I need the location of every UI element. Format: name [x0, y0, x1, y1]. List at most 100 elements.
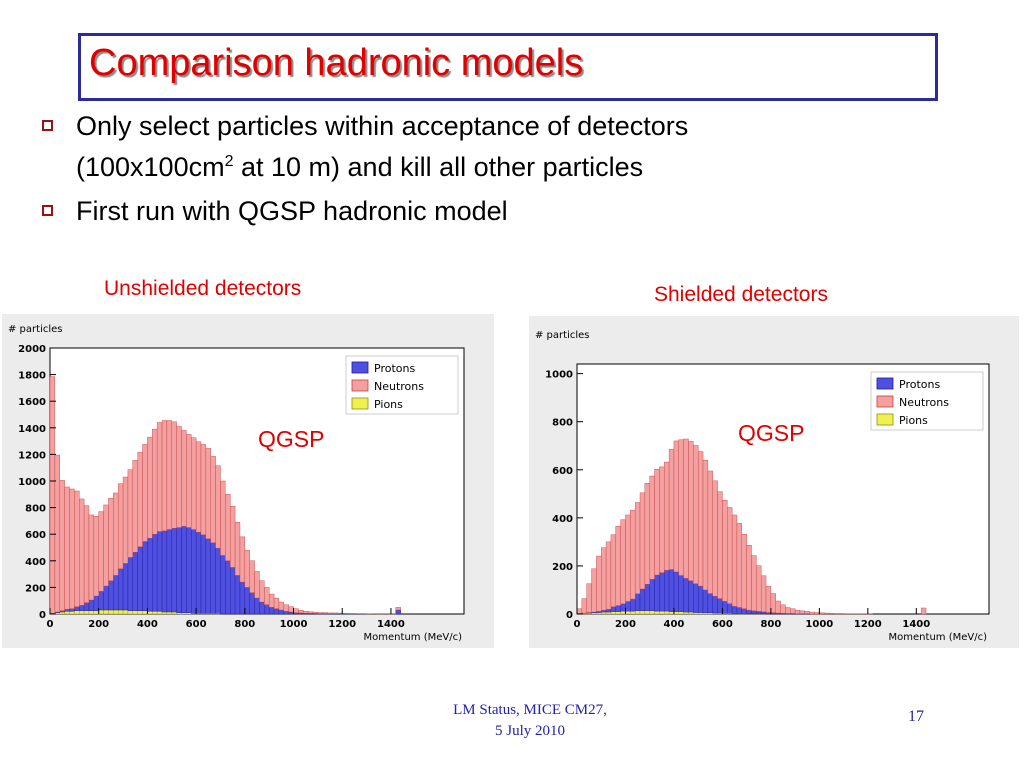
bar-pions: [678, 611, 684, 615]
bar-neutrons: [113, 492, 119, 576]
page-number: 17: [908, 708, 924, 725]
bar-protons: [156, 531, 163, 612]
x-tick-label: 1200: [854, 619, 882, 630]
bar-neutrons: [591, 568, 597, 613]
bar-protons: [693, 583, 699, 613]
bar-neutrons: [586, 583, 592, 613]
bar-protons: [765, 612, 772, 615]
bar-pions: [693, 612, 699, 615]
bar-protons: [697, 585, 704, 613]
x-tick-label: 0: [47, 619, 54, 630]
bar-neutrons: [654, 469, 660, 576]
bar-protons: [103, 585, 109, 611]
bar-pions: [639, 610, 646, 615]
bar-neutrons: [98, 511, 104, 592]
bar-neutrons: [142, 444, 148, 542]
bullet-box-icon: [42, 205, 53, 216]
bar-neutrons: [79, 498, 85, 606]
bar-protons: [195, 532, 202, 614]
bar-neutrons: [678, 439, 684, 576]
bar-neutrons: [249, 560, 255, 593]
bar-protons: [234, 575, 241, 615]
bar-neutrons: [278, 601, 284, 611]
bar-neutrons: [673, 440, 679, 573]
bar-pions: [615, 611, 621, 615]
bar-pions: [74, 610, 80, 615]
bar-neutrons: [225, 494, 231, 562]
y-tick-label: 0: [39, 610, 46, 621]
bar-protons: [268, 607, 275, 615]
x-tick-label: 800: [760, 619, 781, 630]
bar-neutrons: [780, 604, 786, 614]
bar-pions: [625, 610, 631, 615]
bar-pions: [596, 612, 602, 615]
y-tick-label: 400: [552, 514, 573, 525]
bar-pions: [171, 611, 177, 615]
bar-protons: [142, 541, 148, 611]
bar-neutrons: [49, 376, 56, 614]
bar-pions: [605, 611, 612, 615]
bar-pions: [98, 609, 104, 615]
bar-protons: [678, 575, 684, 612]
x-tick-label: 600: [186, 619, 207, 630]
bar-pions: [166, 611, 172, 615]
bar-protons: [132, 551, 138, 611]
bar-neutrons: [814, 612, 820, 615]
bar-neutrons: [712, 480, 718, 597]
bar-neutrons: [220, 480, 226, 556]
bar-neutrons: [605, 541, 612, 610]
x-tick-label: 1200: [328, 619, 356, 630]
bar-protons: [601, 609, 607, 613]
bar-protons: [639, 588, 646, 611]
bar-pions: [683, 611, 689, 615]
y-tick-label: 1400: [18, 424, 46, 435]
footer: LM Status, MICE CM27, 5 July 2010: [400, 700, 660, 742]
bar-pions: [668, 611, 675, 615]
right-chart-panel: 0 200 400 600 800 1000 0 200 400 600 800 1000 1200 14…: [529, 316, 1019, 648]
left-histogram: 0 200 400 600 800 1000 1200 1400 1600 1800 2000 0 20…: [8, 324, 465, 643]
bar-protons: [736, 607, 743, 614]
bullet-1-line1: Only select particles within acceptance …: [76, 111, 689, 141]
bar-neutrons: [161, 420, 168, 532]
bar-pions: [673, 611, 679, 615]
bar-protons: [630, 598, 636, 612]
bar-pions: [142, 610, 148, 615]
bar-neutrons: [230, 506, 236, 568]
bar-neutrons: [234, 522, 241, 576]
bar-protons: [137, 546, 143, 611]
y-tick-label: 0: [566, 610, 573, 621]
bar-neutrons: [293, 608, 299, 613]
bar-neutrons: [688, 441, 694, 582]
bar-protons: [225, 560, 231, 615]
bar-protons: [634, 593, 641, 611]
bar-neutrons: [186, 434, 192, 528]
bar-neutrons: [117, 483, 124, 569]
bar-protons: [176, 527, 182, 613]
bar-neutrons: [298, 610, 304, 614]
bar-protons: [731, 606, 738, 614]
bar-protons: [122, 563, 129, 611]
bar-neutrons: [137, 452, 143, 548]
y-axis-label: # particles: [535, 330, 589, 341]
bullet-box-icon: [42, 120, 53, 131]
bar-protons: [283, 611, 289, 615]
bar-neutrons: [54, 454, 60, 613]
bar-neutrons: [200, 444, 207, 536]
bar-neutrons: [702, 459, 709, 591]
y-tick-label: 200: [552, 562, 573, 573]
bar-pions: [137, 610, 143, 615]
legend-swatch-protons: [876, 377, 894, 390]
bar-neutrons: [342, 613, 348, 615]
right-model-label: QGSP: [738, 420, 805, 446]
bar-protons: [161, 530, 168, 613]
bar-protons: [249, 592, 255, 615]
bar-protons: [98, 591, 104, 611]
bar-pions: [88, 610, 95, 615]
bar-neutrons: [108, 498, 114, 581]
y-axis-label: # particles: [8, 324, 62, 335]
y-tick-label: 1200: [18, 450, 46, 461]
y-tick-label: 2000: [18, 344, 46, 355]
bar-pions: [108, 609, 114, 615]
footer-line2: 5 July 2010: [494, 723, 565, 739]
bar-pions: [59, 611, 65, 615]
